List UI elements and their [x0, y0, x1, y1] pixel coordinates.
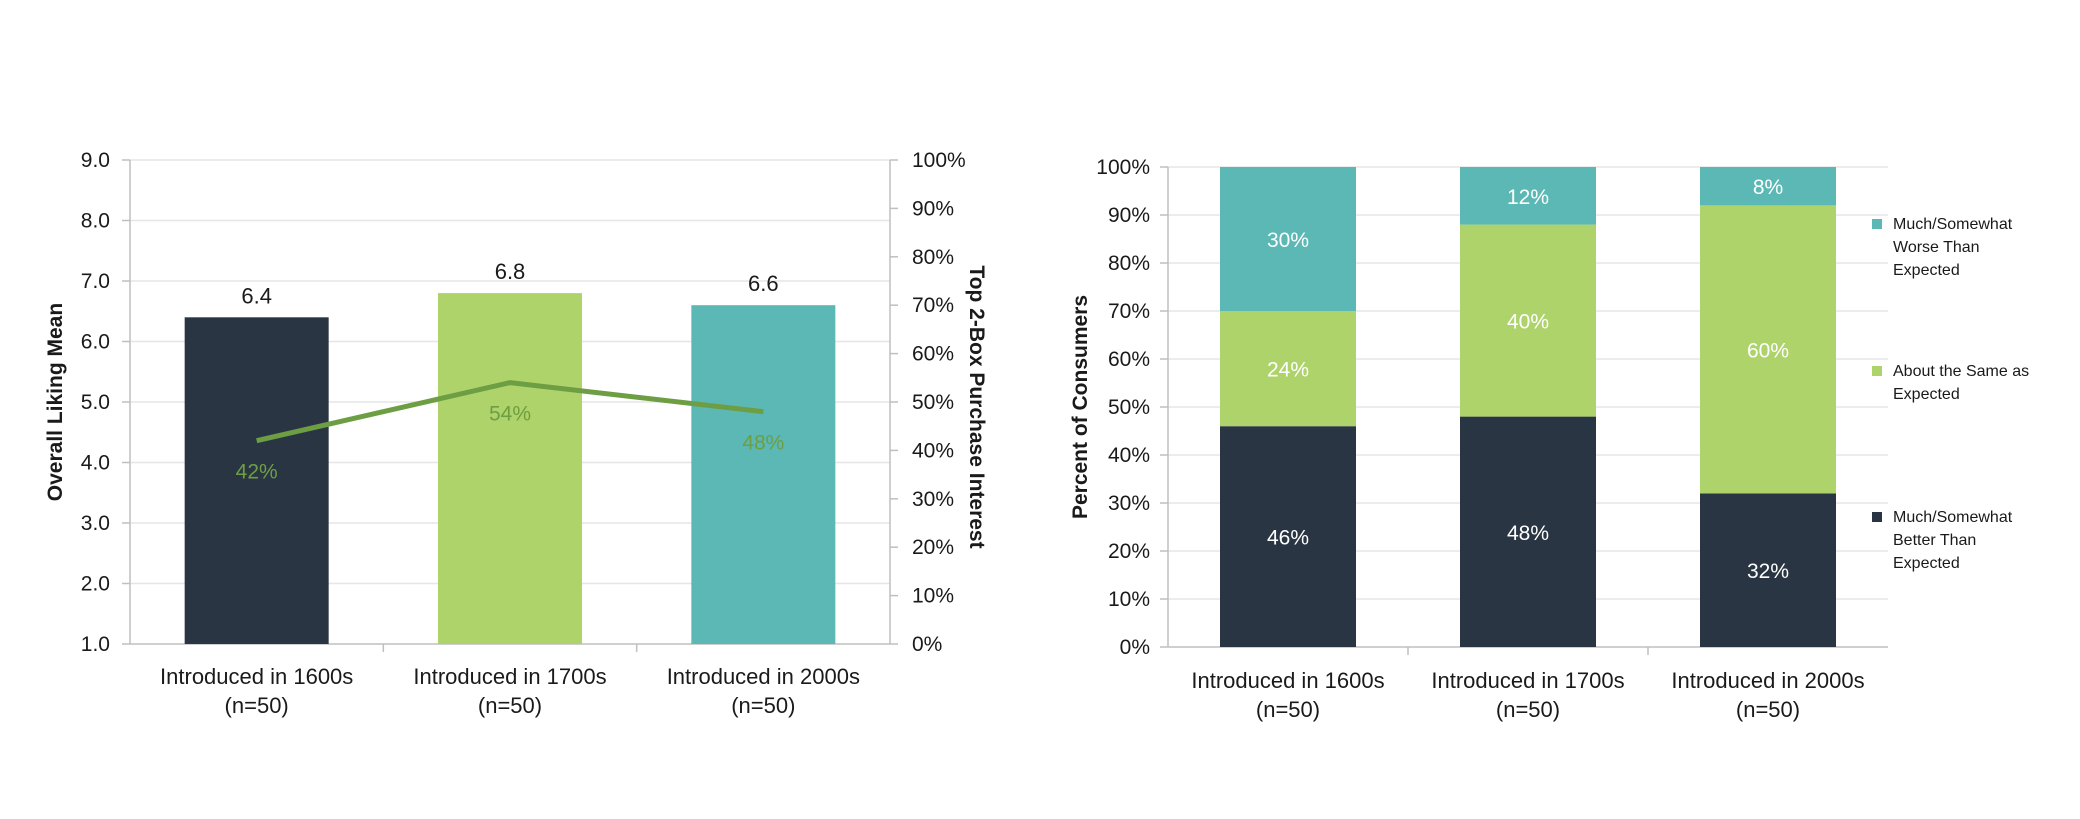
stacked-bar-segment — [1220, 167, 1356, 311]
x-category-label-line: Introduced in 1600s — [160, 664, 353, 689]
y-tick-label: 90% — [1108, 204, 1150, 227]
segment-value-label: 46% — [1267, 527, 1309, 550]
y-tick-label: 5.0 — [81, 391, 110, 414]
y-tick-label: 70% — [1108, 300, 1150, 323]
segment-value-label: 60% — [1747, 339, 1789, 362]
legend-label: Worse Than — [1893, 239, 1980, 256]
y-tick-label: 4.0 — [81, 452, 110, 475]
legend-label: About the Same as — [1893, 363, 2029, 380]
x-category-label: Introduced in 1700s (n=50) — [1431, 668, 1624, 722]
x-category-label-line: Introduced in 1700s — [413, 664, 606, 689]
y2-tick-label: 100% — [912, 149, 966, 172]
x-category-label-line: (n=50) — [1496, 697, 1560, 722]
legend-label: Expected — [1893, 386, 1960, 403]
bar — [184, 317, 329, 644]
legend-swatch — [1872, 219, 1882, 229]
legend-label: Much/Somewhat — [1893, 216, 2013, 233]
y2-tick-label: 40% — [912, 439, 954, 462]
y-tick-label: 50% — [1108, 396, 1150, 419]
bar — [438, 293, 582, 644]
y-tick-label: 20% — [1108, 540, 1150, 563]
x-category-label: Introduced in 2000s (n=50) — [667, 664, 860, 718]
stacked-bar-segment — [1700, 167, 1836, 206]
legend-swatch — [1872, 366, 1882, 376]
y2-tick-label: 10% — [912, 585, 954, 608]
segment-value-label: 40% — [1507, 311, 1549, 334]
legend-label: Much/Somewhat — [1893, 509, 2013, 526]
bar-value-label: 6.6 — [748, 271, 779, 296]
segment-value-label: 24% — [1267, 359, 1309, 382]
y-tick-label: 3.0 — [81, 512, 110, 535]
y2-axis-title: Top 2-Box Purchase Interest — [965, 265, 988, 548]
y2-tick-label: 30% — [912, 488, 954, 511]
y-axis-title: Percent of Consumers — [1069, 295, 1092, 519]
legend-label: Expected — [1893, 262, 1960, 279]
stacked-bar-segment — [1460, 416, 1596, 647]
segment-value-label: 32% — [1747, 560, 1789, 583]
x-category-label: Introduced in 1700s (n=50) — [413, 664, 606, 718]
stacked-bar-segment — [1460, 167, 1596, 225]
y-tick-label: 7.0 — [81, 270, 110, 293]
stacked-bar-segment — [1700, 205, 1836, 494]
stacked-bar-segment — [1700, 493, 1836, 647]
y-tick-label: 0% — [1120, 636, 1150, 659]
segment-value-label: 12% — [1507, 186, 1549, 209]
x-category-label-line: (n=50) — [225, 693, 289, 718]
y2-tick-label: 60% — [912, 343, 954, 366]
y-tick-label: 8.0 — [81, 210, 110, 233]
purchase-interest-line — [256, 380, 764, 444]
legend-label: Expected — [1893, 555, 1960, 572]
x-category-label-line: (n=50) — [478, 693, 542, 718]
x-category-label: Introduced in 2000s (n=50) — [1671, 668, 1864, 722]
y2-tick-label: 20% — [912, 536, 954, 559]
x-category-label: Introduced in 1600s (n=50) — [1191, 668, 1384, 722]
x-category-label-line: Introduced in 1700s — [1431, 668, 1624, 693]
y-tick-label: 10% — [1108, 588, 1150, 611]
legend-label: Better Than — [1893, 532, 1976, 549]
line-value-label: 42% — [236, 461, 278, 484]
x-category-label-line: Introduced in 2000s — [667, 664, 860, 689]
x-category-label-line: (n=50) — [1256, 697, 1320, 722]
y2-tick-label: 80% — [912, 246, 954, 269]
y-tick-label: 30% — [1108, 492, 1150, 515]
y2-tick-label: 70% — [912, 294, 954, 317]
y-tick-label: 60% — [1108, 348, 1150, 371]
y2-tick-label: 90% — [912, 197, 954, 220]
expectation-stacked-chart: 0% 10% 20% 30% 40% 50% 60% 70% 80% 90% 100% 46% 24% 3… — [1069, 156, 2029, 722]
y-axis-title: Overall Liking Mean — [44, 303, 67, 501]
y2-tick-label: 50% — [912, 391, 954, 414]
stacked-bar-segment — [1460, 224, 1596, 417]
x-category-label-line: (n=50) — [1736, 697, 1800, 722]
y-tick-label: 1.0 — [81, 633, 110, 656]
y2-tick-label: 0% — [912, 633, 942, 656]
legend-swatch — [1872, 512, 1882, 522]
y-tick-label: 2.0 — [81, 573, 110, 596]
segment-value-label: 30% — [1267, 229, 1309, 252]
x-category-label-line: Introduced in 2000s — [1671, 668, 1864, 693]
line-value-label: 48% — [742, 432, 784, 455]
segment-value-label: 48% — [1507, 522, 1549, 545]
x-category-label-line: (n=50) — [731, 693, 795, 718]
stacked-bar-segment — [1220, 426, 1356, 647]
y-tick-label: 6.0 — [81, 331, 110, 354]
x-category-label-line: Introduced in 1600s — [1191, 668, 1384, 693]
segment-value-label: 8% — [1753, 176, 1783, 199]
x-category-label: Introduced in 1600s (n=50) — [160, 664, 353, 718]
bar-value-label: 6.8 — [495, 259, 526, 284]
y-tick-label: 80% — [1108, 252, 1150, 275]
liking-purchase-chart: 1.0 2.0 3.0 4.0 5.0 6.0 7.0 8.0 9.0 0% 10% 20% 30% 40… — [44, 149, 988, 718]
bar-value-label: 6.4 — [241, 283, 272, 308]
y-tick-label: 100% — [1096, 156, 1150, 179]
y-tick-label: 40% — [1108, 444, 1150, 467]
bar — [691, 305, 836, 644]
line-value-label: 54% — [489, 403, 531, 426]
stacked-bar-segment — [1220, 311, 1356, 427]
y-tick-label: 9.0 — [81, 149, 110, 172]
